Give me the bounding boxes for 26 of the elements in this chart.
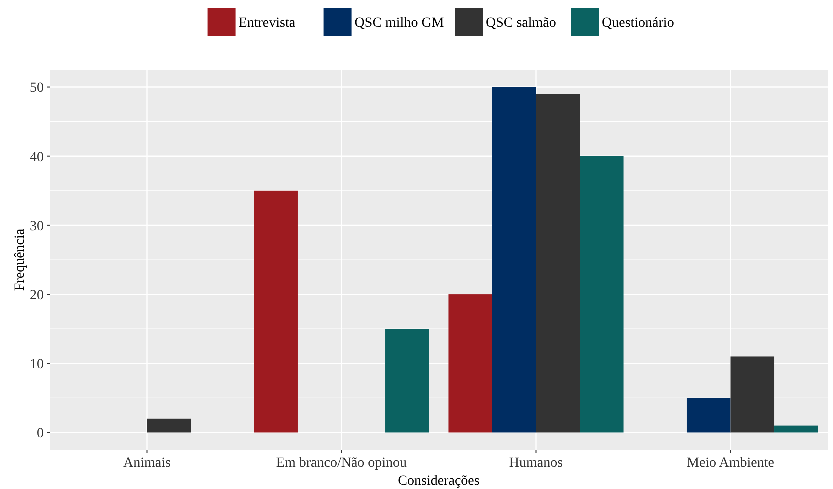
bar: [774, 426, 818, 433]
x-tick-label: Humanos: [509, 456, 564, 471]
x-tick-label: Em branco/Não opinou: [276, 456, 408, 471]
bar: [492, 87, 536, 433]
legend-label: QSC milho GM: [354, 16, 445, 31]
y-tick-label: 20: [30, 288, 44, 304]
x-axis-title: Considerações: [398, 474, 480, 489]
legend-label: Questionário: [602, 16, 674, 31]
y-tick-label: 30: [30, 219, 44, 234]
legend-label: Entrevista: [238, 16, 296, 31]
bar: [448, 294, 492, 433]
bar: [580, 156, 624, 433]
y-axis-title: Frequência: [13, 228, 28, 292]
legend-label: QSC salmão: [486, 16, 556, 31]
bar: [147, 418, 192, 433]
bar: [536, 94, 580, 433]
x-tick-label: Animais: [124, 456, 171, 471]
y-tick-label: 40: [30, 150, 44, 166]
bar: [254, 190, 298, 433]
y-tick-label: 0: [37, 426, 44, 442]
bar: [730, 356, 775, 433]
bar: [686, 398, 731, 433]
x-tick-label: Meio Ambiente: [687, 456, 774, 471]
bar: [386, 329, 430, 433]
y-tick-label: 10: [30, 358, 44, 373]
y-tick-label: 50: [30, 81, 44, 96]
